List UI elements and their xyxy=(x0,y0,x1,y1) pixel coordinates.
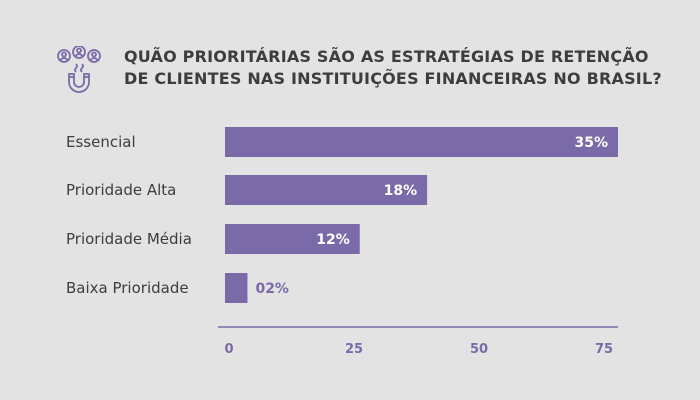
category-label: Prioridade Média xyxy=(66,230,192,248)
x-tick-label: 75 xyxy=(595,342,613,357)
bar-2 xyxy=(225,175,428,205)
chart-title-line-1: QUÃO PRIORITÁRIAS SÃO AS ESTRATÉGIAS DE … xyxy=(124,47,649,66)
customer-retention-magnet-icon xyxy=(57,46,101,93)
category-label: Baixa Prioridade xyxy=(66,279,189,297)
chart-title: QUÃO PRIORITÁRIAS SÃO AS ESTRATÉGIAS DE … xyxy=(124,46,684,90)
chart-header: QUÃO PRIORITÁRIAS SÃO AS ESTRATÉGIAS DE … xyxy=(56,44,676,100)
data-label: 02% xyxy=(255,281,289,297)
data-label: 12% xyxy=(316,232,350,248)
data-label: 35% xyxy=(574,135,608,151)
category-label: Prioridade Alta xyxy=(66,181,176,199)
category-label: Essencial xyxy=(66,133,136,151)
x-tick-label: 0 xyxy=(224,342,233,357)
data-label: 18% xyxy=(384,183,418,199)
bar-1 xyxy=(225,127,618,157)
x-tick-label: 25 xyxy=(345,342,363,357)
chart-title-line-2: DE CLIENTES NAS INSTITUIÇÕES FINANCEIRAS… xyxy=(124,69,662,88)
x-tick-label: 50 xyxy=(470,342,488,357)
bar-3 xyxy=(225,224,360,254)
bar-4 xyxy=(225,273,248,303)
